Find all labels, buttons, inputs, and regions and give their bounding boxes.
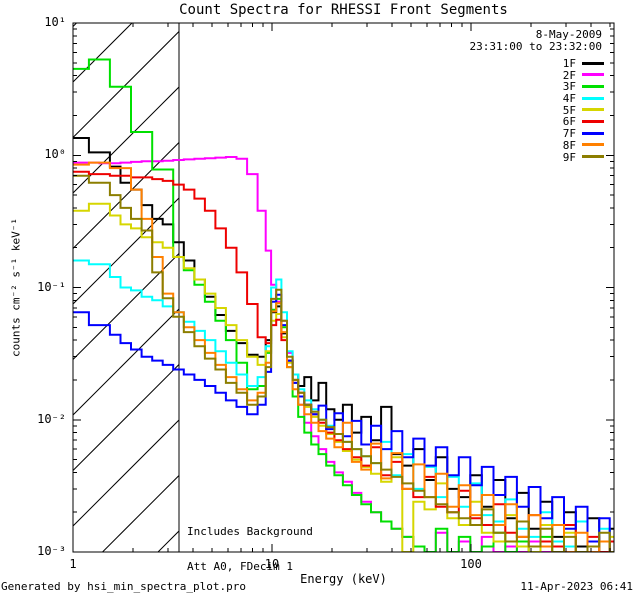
footer-timestamp: 11-Apr-2023 06:41	[520, 580, 633, 593]
legend-swatch	[582, 131, 604, 135]
legend-swatch	[582, 61, 604, 65]
legend-swatch	[582, 119, 604, 123]
observation-time-range: 23:31:00 to 23:32:00	[469, 40, 602, 53]
legend-label: 7F	[562, 127, 576, 141]
series-group	[73, 58, 614, 552]
y-tick-label: 10¹	[44, 15, 66, 29]
series-line-9F	[73, 174, 614, 552]
legend-label: 2F	[562, 68, 576, 82]
series-line-5F	[73, 202, 614, 552]
x-tick-label: 10	[264, 557, 280, 571]
series-line-1F	[73, 137, 614, 552]
series-line-3F	[73, 58, 614, 552]
legend-entry-8F: 8F	[562, 138, 604, 152]
y-tick-label: 10⁰	[44, 147, 66, 162]
legend: 1F 2F 3F 4F 5F 6F 7F 8F 9F	[563, 58, 604, 163]
legend-swatch	[582, 96, 604, 100]
chart-title: Count Spectra for RHESSI Front Segments	[179, 2, 508, 18]
legend-entry-4F: 4F	[563, 93, 604, 105]
legend-label: 3F	[562, 80, 576, 94]
legend-swatch	[582, 155, 604, 158]
y-tick-label: 10⁻³	[37, 544, 66, 558]
series-line-7F	[73, 293, 614, 552]
legend-entry-6F: 6F	[563, 116, 604, 128]
legend-swatch	[582, 143, 604, 147]
legend-label: 9F	[562, 150, 576, 164]
annotation-background: Includes Background	[187, 525, 313, 538]
series-line-8F	[73, 161, 614, 552]
series-line-6F	[73, 170, 614, 552]
legend-label: 8F	[562, 138, 576, 152]
legend-label: 4F	[562, 92, 576, 106]
legend-entry-9F: 9F	[562, 150, 604, 164]
legend-label: 6F	[562, 115, 576, 129]
y-tick-label: 10⁻²	[37, 411, 66, 426]
x-axis-label: Energy (keV)	[300, 572, 387, 586]
legend-swatch	[582, 108, 604, 112]
legend-label: 1F	[562, 57, 576, 70]
legend-entry-2F: 2F	[562, 68, 604, 82]
series-line-2F	[73, 156, 614, 552]
legend-swatch	[582, 84, 604, 88]
legend-entry-7F: 7F	[563, 128, 604, 140]
x-tick-label: 1	[69, 557, 77, 571]
legend-swatch	[582, 73, 604, 77]
annotation-attenuator: Att A0, FDecim 1	[187, 559, 293, 573]
x-tick-label: 100	[460, 557, 482, 571]
axis-ticks	[72, 22, 614, 553]
plot-annotation: Includes Background Att A0, FDecim 1	[187, 503, 313, 595]
y-tick-label: 10⁻¹	[37, 279, 66, 294]
legend-entry-3F: 3F	[563, 81, 604, 93]
footer-generator: Generated by hsi_min_spectra_plot.pro	[1, 580, 247, 593]
legend-entry-1F: 1F	[563, 58, 604, 70]
legend-label: 5F	[562, 103, 576, 117]
observation-date: 8-May-2009	[535, 28, 602, 41]
legend-entry-5F: 5F	[562, 103, 604, 117]
